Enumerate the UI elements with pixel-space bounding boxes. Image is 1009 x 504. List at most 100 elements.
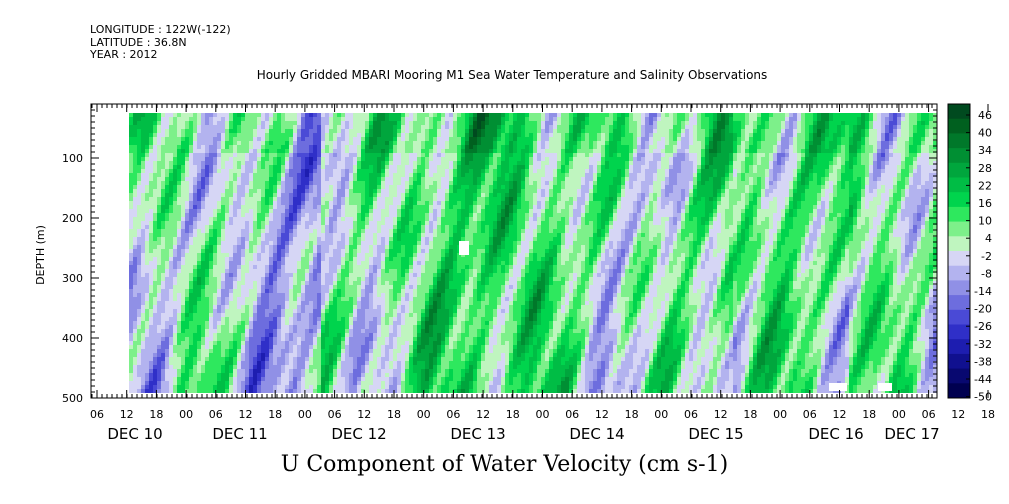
heatmap-cell	[185, 137, 189, 141]
heatmap-cell	[269, 141, 273, 145]
heatmap-cell	[201, 369, 205, 373]
heatmap-cell	[213, 157, 217, 161]
heatmap-cell	[321, 265, 325, 269]
heatmap-cell	[297, 381, 301, 385]
heatmap-cell	[149, 185, 153, 189]
heatmap-cell	[361, 289, 365, 293]
heatmap-cell	[141, 197, 145, 201]
heatmap-cell	[373, 161, 377, 165]
heatmap-cell	[297, 349, 301, 353]
heatmap-cell	[301, 333, 305, 337]
heatmap-cell	[129, 217, 133, 221]
heatmap-cell	[293, 349, 297, 353]
heatmap-cell	[313, 145, 317, 149]
heatmap-cell	[261, 257, 265, 261]
heatmap-cell	[229, 273, 233, 277]
heatmap-cell	[337, 305, 341, 309]
heatmap-cell	[329, 265, 333, 269]
heatmap-cell	[137, 113, 141, 117]
heatmap-cell	[197, 369, 201, 373]
heatmap-cell	[273, 349, 277, 353]
heatmap-cell	[317, 185, 321, 189]
heatmap-cell	[313, 241, 317, 245]
heatmap-cell	[161, 333, 165, 337]
heatmap-cell	[329, 113, 333, 117]
heatmap-cell	[129, 257, 133, 261]
heatmap-cell	[237, 241, 241, 245]
heatmap-cell	[241, 373, 245, 377]
heatmap-cell	[341, 173, 345, 177]
heatmap-cell	[297, 297, 301, 301]
heatmap-cell	[237, 365, 241, 369]
heatmap-cell	[261, 217, 265, 221]
heatmap-cell	[217, 373, 221, 377]
heatmap-cell	[241, 269, 245, 273]
heatmap-cell	[349, 157, 353, 161]
heatmap-cell	[317, 193, 321, 197]
heatmap-cell	[173, 357, 177, 361]
heatmap-cell	[257, 269, 261, 273]
heatmap-cell	[257, 285, 261, 289]
heatmap-cell	[409, 309, 413, 313]
heatmap-cell	[381, 245, 385, 249]
heatmap-cell	[193, 369, 197, 373]
heatmap-cell	[221, 377, 225, 381]
heatmap-cell	[169, 289, 173, 293]
heatmap-cell	[365, 377, 369, 381]
heatmap-cell	[237, 153, 241, 157]
heatmap-cell	[305, 217, 309, 221]
heatmap-cell	[401, 337, 405, 341]
heatmap-cell	[197, 381, 201, 385]
heatmap-cell	[149, 137, 153, 141]
heatmap-cell	[137, 169, 141, 173]
heatmap-cell	[201, 121, 205, 125]
heatmap-cell	[165, 265, 169, 269]
heatmap-cell	[157, 113, 161, 117]
heatmap-cell	[385, 169, 389, 173]
heatmap-cell	[173, 241, 177, 245]
heatmap-cell	[389, 385, 393, 389]
heatmap-cell	[341, 361, 345, 365]
heatmap-cell	[185, 133, 189, 137]
heatmap-cell	[153, 153, 157, 157]
heatmap-cell	[205, 277, 209, 281]
heatmap-cell	[253, 305, 257, 309]
heatmap-cell	[233, 369, 237, 373]
heatmap-cell	[145, 369, 149, 373]
heatmap-cell	[273, 189, 277, 193]
heatmap-cell	[193, 373, 197, 377]
heatmap-cell	[133, 169, 137, 173]
heatmap-cell	[337, 337, 341, 341]
heatmap-cell	[365, 249, 369, 253]
heatmap-cell	[201, 289, 205, 293]
heatmap-cell	[369, 365, 373, 369]
heatmap-cell	[233, 277, 237, 281]
heatmap-cell	[305, 297, 309, 301]
heatmap-cell	[249, 325, 253, 329]
heatmap-cell	[149, 357, 153, 361]
heatmap-cell	[257, 157, 261, 161]
heatmap-cell	[361, 185, 365, 189]
heatmap-cell	[153, 185, 157, 189]
heatmap-cell	[185, 201, 189, 205]
heatmap-cell	[273, 221, 277, 225]
heatmap-cell	[257, 373, 261, 377]
heatmap-cell	[233, 197, 237, 201]
heatmap-cell	[413, 169, 417, 173]
heatmap-cell	[321, 325, 325, 329]
heatmap-cell	[285, 345, 289, 349]
heatmap-cell	[149, 265, 153, 269]
heatmap-cell	[225, 345, 229, 349]
heatmap-cell	[341, 341, 345, 345]
heatmap-cell	[193, 281, 197, 285]
heatmap-cell	[157, 289, 161, 293]
heatmap-cell	[365, 261, 369, 265]
heatmap-cell	[189, 333, 193, 337]
heatmap-cell	[221, 289, 225, 293]
heatmap-cell	[225, 137, 229, 141]
heatmap-cell	[389, 273, 393, 277]
heatmap-cell	[233, 381, 237, 385]
heatmap-cell	[153, 241, 157, 245]
heatmap-cell	[257, 365, 261, 369]
heatmap-cell	[297, 361, 301, 365]
